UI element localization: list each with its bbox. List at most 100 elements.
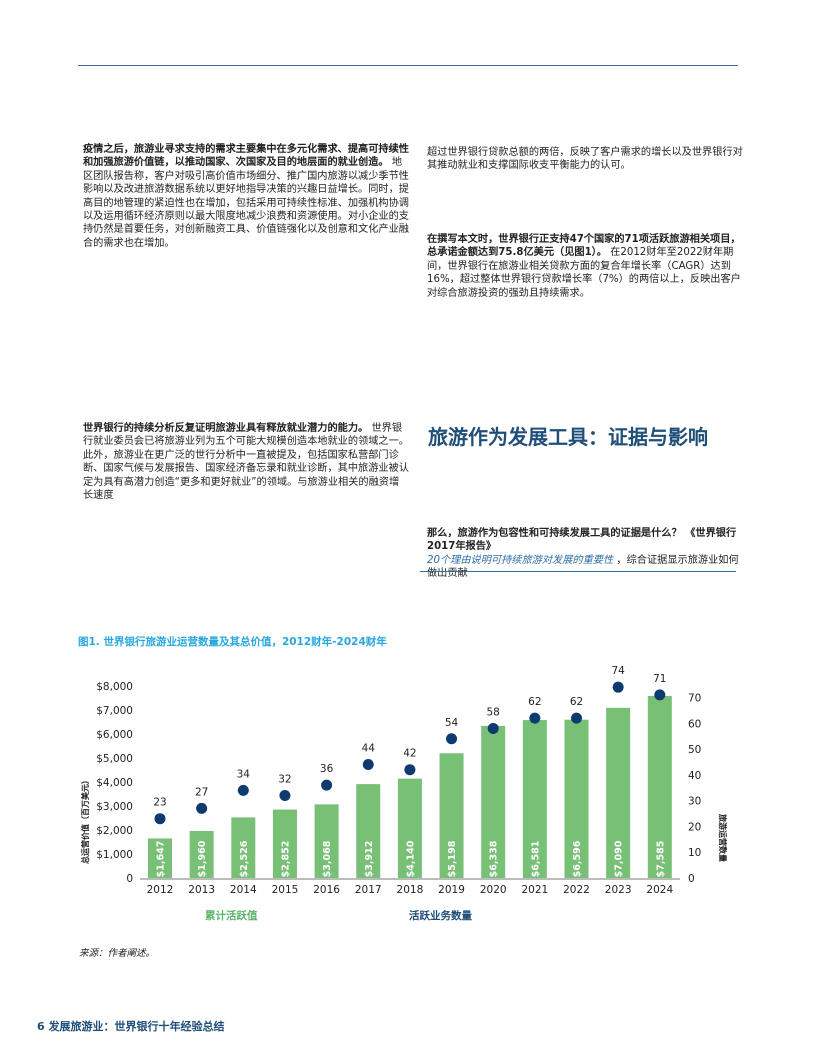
y2-tick-label: 0 bbox=[688, 873, 695, 885]
dot-value-label: 32 bbox=[278, 773, 291, 785]
body-text: 在2012财年至2022财年期间，世界银行在旅游业相关贷款方面的复合年增长率（C… bbox=[427, 247, 741, 299]
bar bbox=[522, 720, 547, 878]
y2-tick-label: 40 bbox=[688, 770, 701, 782]
x-tick-label: 2022 bbox=[563, 884, 590, 896]
bar-value-label: $3,912 bbox=[364, 841, 375, 878]
y2-tick-label: 30 bbox=[688, 796, 701, 808]
dot bbox=[279, 789, 291, 801]
x-tick-label: 2017 bbox=[355, 884, 382, 896]
dot-value-label: 58 bbox=[487, 706, 500, 718]
y2-tick-label: 70 bbox=[688, 693, 701, 705]
bar-value-label: $1,960 bbox=[197, 840, 208, 877]
bar-value-label: $2,852 bbox=[280, 841, 291, 878]
y-tick-label: $3,000 bbox=[96, 801, 133, 813]
x-tick-label: 2016 bbox=[313, 884, 340, 896]
x-tick-label: 2021 bbox=[521, 884, 548, 896]
bar bbox=[231, 817, 256, 878]
bar bbox=[481, 725, 506, 878]
bar bbox=[564, 719, 589, 878]
bar-value-label: $2,526 bbox=[239, 840, 250, 877]
body-text: 地区团队报告称，客户对吸引高价值市场细分、推广国内旅游以减少季节性影响以及改进旅… bbox=[83, 157, 409, 249]
y2-tick-label: 20 bbox=[688, 821, 701, 833]
dot-value-label: 42 bbox=[403, 748, 416, 760]
y2-tick-label: 10 bbox=[688, 847, 701, 859]
y-tick-label: $1,000 bbox=[96, 849, 133, 861]
x-tick-label: 2020 bbox=[480, 884, 507, 896]
x-tick-label: 2015 bbox=[272, 884, 299, 896]
bold-lead: 世界银行的持续分析反复证明旅游业具有释放就业潜力的能力。 bbox=[83, 423, 369, 434]
body-text: 世界银行就业委员会已将旅游业列为五个可能大规模创造本地就业的领域之一。此外，旅游… bbox=[83, 423, 409, 502]
x-tick-label: 2018 bbox=[397, 884, 424, 896]
bar-value-label: $6,596 bbox=[572, 840, 583, 877]
source-note: 来源：作者阐述。 bbox=[79, 948, 156, 959]
x-tick-label: 2012 bbox=[147, 884, 174, 896]
dot-value-label: 34 bbox=[237, 768, 251, 780]
bar bbox=[439, 753, 464, 878]
right-paragraph-2: 在撰写本文时，世界银行正支持47个国家的71项活跃旅游相关项目，总承诺金额达到7… bbox=[427, 233, 743, 300]
dot bbox=[154, 813, 166, 825]
dot bbox=[321, 779, 333, 791]
underline-rule bbox=[420, 571, 736, 572]
y2-tick-label: 50 bbox=[688, 744, 701, 756]
bar-value-label: $7,585 bbox=[655, 841, 666, 878]
left-paragraph-1: 疫情之后，旅游业寻求支持的需求主要集中在多元化需求、提高可持续性和加强旅游价值链… bbox=[83, 143, 409, 250]
y-tick-label: $7,000 bbox=[96, 705, 133, 717]
bar bbox=[314, 804, 339, 878]
dot bbox=[612, 681, 624, 693]
x-tick-label: 2024 bbox=[646, 884, 673, 896]
dot-value-label: 36 bbox=[320, 763, 334, 775]
left-paragraph-2: 世界银行的持续分析反复证明旅游业具有释放就业潜力的能力。 世界银行就业委员会已将… bbox=[83, 422, 409, 502]
figure-title: 图1. 世界银行旅游业运营数量及其总价值，2012财年-2024财年 bbox=[78, 636, 387, 648]
x-tick-label: 2014 bbox=[230, 884, 257, 896]
dot-value-label: 74 bbox=[611, 665, 625, 677]
bar-value-label: $6,581 bbox=[530, 841, 541, 878]
bar-value-label: $5,198 bbox=[447, 840, 458, 877]
bold-lead: 那么，旅游作为包容性和可持续发展工具的证据是什么？ 《世界银行2017年报告》 bbox=[427, 528, 737, 553]
y-tick-label: $8,000 bbox=[96, 681, 133, 693]
dot bbox=[571, 712, 582, 724]
bar-value-label: $6,338 bbox=[489, 840, 500, 877]
dot-value-label: 54 bbox=[445, 717, 459, 729]
dot bbox=[654, 689, 666, 701]
right-paragraph-1: 超过世界银行贷款总额的两倍，反映了客户需求的增长以及世界银行对其推动就业和支撑国… bbox=[427, 147, 743, 172]
dot bbox=[487, 722, 499, 734]
header-rule bbox=[78, 65, 738, 66]
x-tick-label: 2023 bbox=[605, 884, 632, 896]
y-tick-label: $5,000 bbox=[96, 753, 133, 765]
bold-lead: 在撰写本文时，世界银行正支持47个国家的71项活跃旅游相关项目，总承诺金额达到7… bbox=[427, 234, 741, 259]
y2-axis-label: 旅游运营数量 bbox=[718, 814, 728, 862]
page-footer: 6 发展旅游业：世界银行十年经验总结 bbox=[37, 1020, 225, 1033]
y2-tick-label: 60 bbox=[688, 718, 701, 730]
bar-value-label: $1,647 bbox=[156, 841, 167, 878]
dot-value-label: 62 bbox=[528, 696, 541, 708]
section-heading: 旅游作为发展工具：证据与影响 bbox=[428, 425, 708, 449]
dot bbox=[362, 759, 374, 771]
dot-value-label: 44 bbox=[362, 743, 376, 755]
legend-bars: 累计活跃值 bbox=[205, 910, 258, 922]
dot bbox=[196, 802, 208, 814]
bar bbox=[272, 809, 297, 878]
dot-value-label: 62 bbox=[570, 696, 583, 708]
y-tick-label: $4,000 bbox=[96, 777, 133, 789]
bar bbox=[397, 778, 422, 878]
dot bbox=[404, 764, 416, 776]
y-axis-label: 总运营价值（百万美元） bbox=[80, 776, 90, 864]
bold-lead: 疫情之后，旅游业寻求支持的需求主要集中在多元化需求、提高可持续性和加强旅游价值链… bbox=[83, 144, 409, 169]
x-tick-label: 2013 bbox=[188, 884, 215, 896]
dot bbox=[446, 733, 458, 745]
x-tick-label: 2019 bbox=[438, 884, 465, 896]
dot bbox=[529, 712, 541, 724]
bar bbox=[356, 784, 381, 878]
y-tick-label: $6,000 bbox=[96, 729, 133, 741]
report-title-link[interactable]: 20个理由说明可持续旅游对发展的重要性 bbox=[427, 554, 614, 566]
dot-value-label: 71 bbox=[653, 673, 666, 685]
bar-value-label: $7,090 bbox=[614, 840, 625, 877]
dot-value-label: 23 bbox=[153, 797, 166, 809]
dot-value-label: 27 bbox=[195, 786, 208, 798]
bar bbox=[647, 695, 672, 878]
legend-dots: 活跃业务数量 bbox=[409, 910, 472, 922]
bar-value-label: $3,068 bbox=[322, 840, 333, 877]
bar-value-label: $4,140 bbox=[405, 840, 416, 877]
